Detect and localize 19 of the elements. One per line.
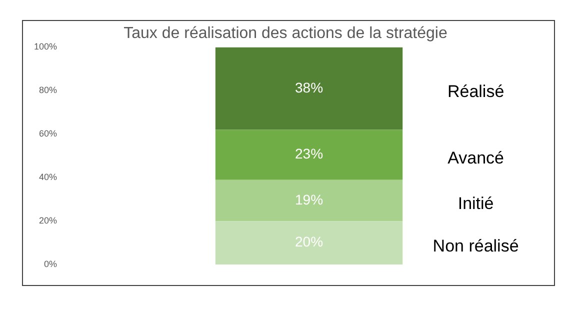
bar	[215, 130, 403, 180]
data-label: 19%	[294, 191, 324, 208]
data-label: 20%	[294, 234, 324, 250]
text: Initié	[458, 194, 494, 214]
y-tick-label: 80%	[39, 85, 58, 96]
bar	[215, 47, 403, 130]
text: Réalisé	[447, 82, 504, 102]
series-label: Non réalisé	[432, 236, 519, 256]
y-tick-label: 0%	[44, 259, 58, 270]
bar	[215, 180, 403, 222]
data-label: 38%	[294, 79, 324, 96]
y-tick-label: 40%	[39, 172, 58, 182]
bar	[215, 221, 403, 265]
data-label: 23%	[294, 146, 324, 162]
text: Avancé	[448, 148, 504, 168]
y-tick-label: 20%	[39, 216, 58, 226]
y-tick-label: 60%	[39, 128, 58, 139]
y-tick-label: 100%	[34, 42, 58, 52]
chart-title: Taux de réalisation des actions de la stratégie	[124, 25, 448, 42]
